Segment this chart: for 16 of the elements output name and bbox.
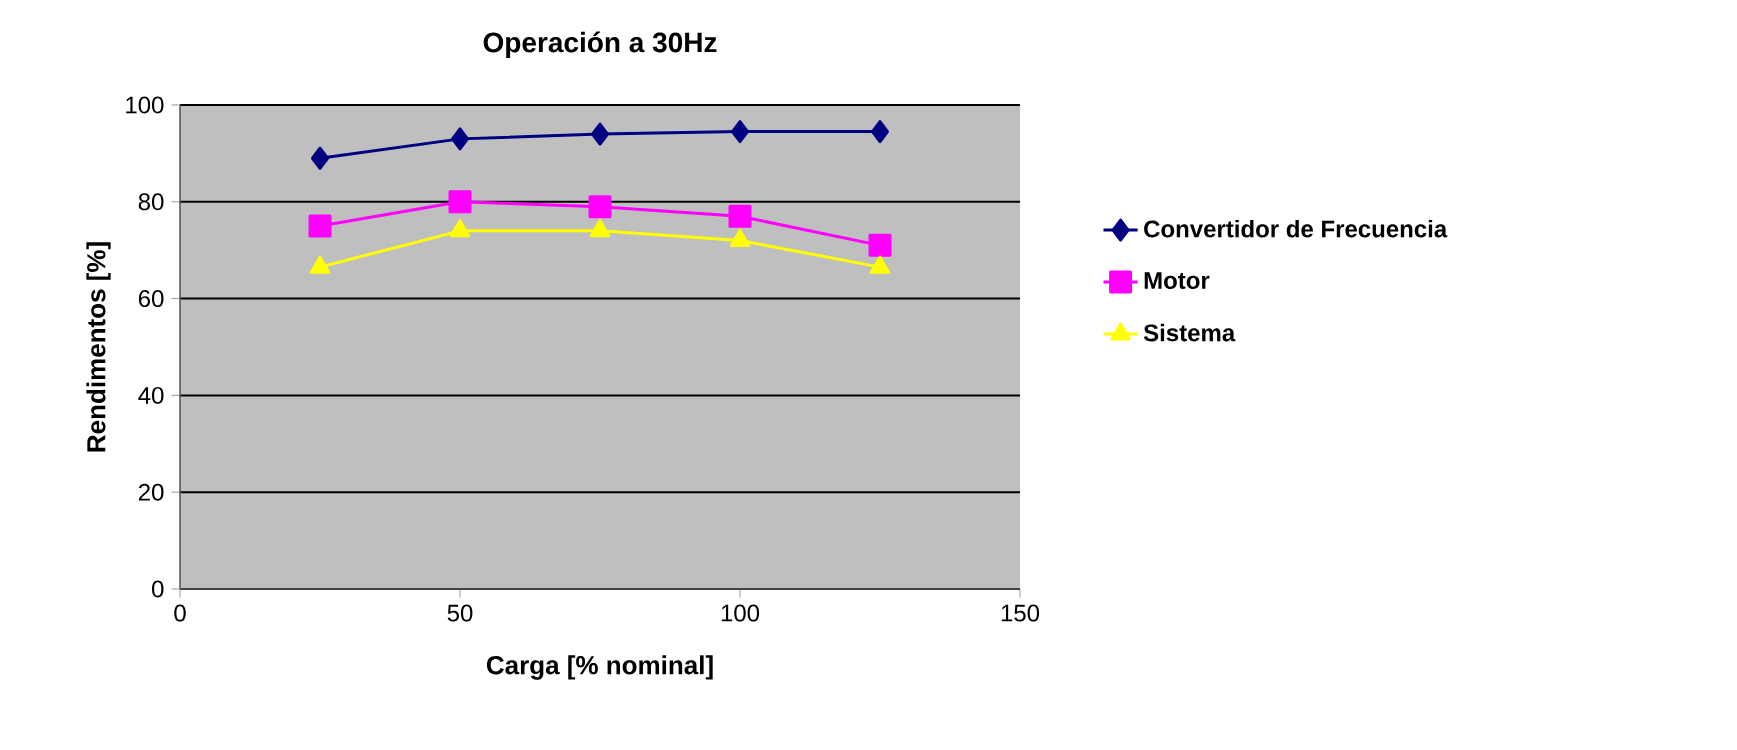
legend-label: Sistema (1143, 323, 1236, 342)
y-axis-title: Rendimentos [%] (86, 242, 111, 452)
y-tick-label: 100 (126, 96, 164, 114)
y-tick-label: 80 (138, 193, 164, 211)
x-tick-label: 0 (174, 604, 186, 622)
y-tick-label: 40 (138, 386, 164, 404)
y-tick-label: 60 (138, 290, 164, 308)
legend-label: Motor (1144, 272, 1210, 289)
y-tick-label: 20 (138, 483, 164, 501)
chart-title: Operación a 30Hz (483, 31, 717, 58)
x-axis-title: Carga [% nominal] (486, 655, 713, 680)
y-tick-label: 0 (152, 580, 164, 598)
x-tick-label: 50 (447, 604, 473, 622)
x-tick-label: 100 (721, 604, 760, 622)
legend-label: Convertidor de Frecuencia (1144, 219, 1448, 238)
x-tick-label: 150 (1001, 604, 1040, 622)
